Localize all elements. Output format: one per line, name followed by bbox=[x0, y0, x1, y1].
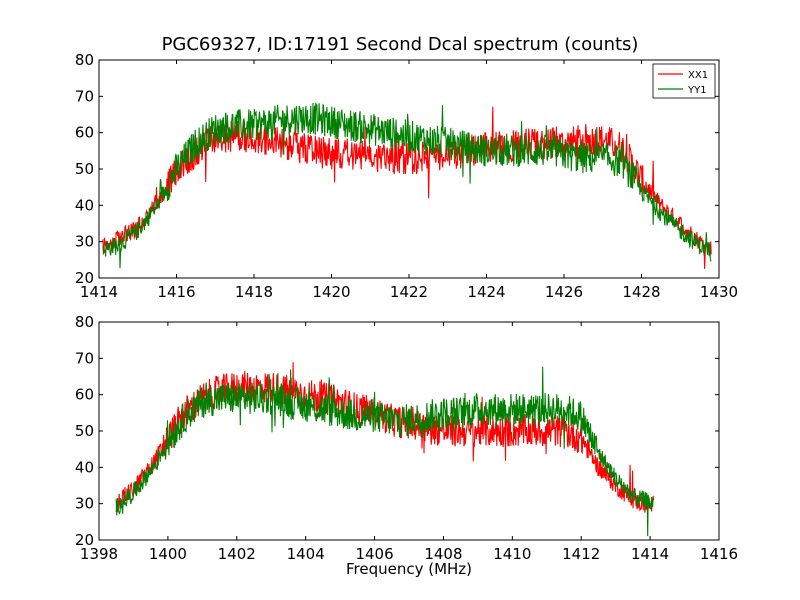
y-tick-label: 60 bbox=[75, 386, 94, 404]
chart-title: PGC69327, ID:17191 Second Dcal spectrum … bbox=[161, 34, 639, 55]
x-tick-label: 1410 bbox=[493, 545, 531, 563]
legend-label-yy1: YY1 bbox=[687, 85, 707, 96]
x-tick-label: 1428 bbox=[622, 283, 660, 301]
y-tick-label: 70 bbox=[75, 349, 94, 367]
x-tick-label: 1426 bbox=[545, 283, 583, 301]
y-tick-label: 60 bbox=[75, 124, 94, 142]
series-group bbox=[115, 362, 655, 537]
y-tick-label: 30 bbox=[75, 495, 94, 513]
x-tick-label: 1408 bbox=[424, 545, 462, 563]
x-tick-label: 1400 bbox=[149, 545, 187, 563]
y-tick-label: 30 bbox=[75, 233, 94, 251]
axes-frame bbox=[98, 321, 720, 541]
y-tick-label: 80 bbox=[75, 313, 94, 331]
series-line-yy1 bbox=[102, 102, 712, 269]
y-tick-label: 50 bbox=[75, 422, 94, 440]
x-tick-label: 1414 bbox=[80, 283, 118, 301]
y-tick-label: 50 bbox=[75, 160, 94, 178]
y-tick-label: 80 bbox=[75, 51, 94, 69]
subplot-2: 1398 1400 1402 1404 1406 1408 1410 1412 1414 1416… bbox=[75, 313, 738, 563]
x-tick-label: 1418 bbox=[235, 283, 273, 301]
legend-box bbox=[652, 63, 716, 99]
series-group bbox=[102, 102, 712, 269]
x-tick-label: 1422 bbox=[390, 283, 428, 301]
series-line-yy1 bbox=[115, 366, 655, 537]
x-tick-label: 1424 bbox=[467, 283, 505, 301]
x-tick-label: 1414 bbox=[631, 545, 669, 563]
y-tick-label: 70 bbox=[75, 87, 94, 105]
series-line-xx1 bbox=[115, 362, 655, 514]
x-tick-label: 1420 bbox=[312, 283, 350, 301]
x-tick-label: 1404 bbox=[287, 545, 325, 563]
legend-label-xx1: XX1 bbox=[688, 70, 708, 81]
x-tick-label: 1416 bbox=[157, 283, 195, 301]
x-tick-label: 1430 bbox=[700, 283, 738, 301]
y-tick-label: 20 bbox=[75, 269, 94, 287]
x-axis-label: Frequency (MHz) bbox=[345, 560, 473, 578]
y-tick-label: 40 bbox=[75, 196, 94, 214]
x-tick-label: 1416 bbox=[700, 545, 738, 563]
x-tick-label: 1406 bbox=[355, 545, 393, 563]
x-tick-label: 1398 bbox=[80, 545, 118, 563]
y-tick-label: 20 bbox=[75, 531, 94, 549]
y-tick-label: 40 bbox=[75, 458, 94, 476]
x-tick-label: 1402 bbox=[218, 545, 256, 563]
subplot-1: 1414 1416 1418 1420 1422 1424 1426 1428 1430 20 30… bbox=[75, 51, 738, 301]
x-tick-label: 1412 bbox=[562, 545, 600, 563]
